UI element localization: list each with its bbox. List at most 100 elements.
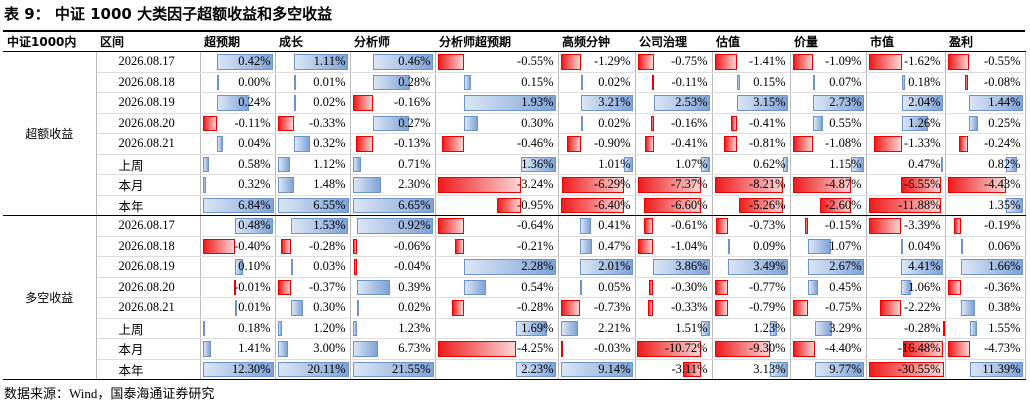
data-bar (648, 300, 653, 316)
cell-value: -30.55% (897, 361, 941, 376)
cell-value: 3.49% (753, 259, 786, 274)
period-cell: 本月 (96, 174, 201, 196)
period-cell: 本年 (96, 359, 201, 380)
value-cell: -10.72% (635, 338, 713, 360)
value-cell: 0.00% (200, 72, 276, 93)
value-cell: 0.03% (275, 256, 351, 278)
value-cell: -0.21% (435, 236, 559, 257)
value-cell: 3.86% (635, 256, 713, 278)
data-bar (813, 115, 824, 131)
cell-value: 1.53% (313, 218, 346, 233)
cell-value: 1.01% (598, 156, 631, 171)
value-cell: 0.45% (790, 277, 867, 298)
value-cell: -6.55% (866, 174, 946, 196)
table-row: 本月 1.41% 3.00% 6.73% -4.25% -0.03% -10.72% -9.3… (3, 338, 1026, 360)
data-bar (813, 74, 816, 90)
value-cell: 2.21% (558, 318, 636, 339)
data-bar (644, 197, 702, 213)
data-bar (714, 341, 770, 357)
value-cell: 1.36% (435, 154, 559, 175)
cell-value: 0.45% (829, 279, 862, 294)
cell-value: 1.66% (988, 259, 1021, 274)
cell-value: -1.62% (904, 54, 941, 69)
value-cell: -0.08% (945, 72, 1026, 93)
cell-value: 0.32% (313, 136, 346, 151)
value-cell: -0.41% (635, 133, 713, 155)
cell-value: 1.44% (988, 95, 1021, 110)
data-bar (515, 320, 547, 336)
data-bar (352, 197, 434, 213)
data-bar (217, 74, 220, 90)
cell-value: 12.30% (231, 361, 271, 376)
header-cell: 高频分钟 (558, 30, 635, 52)
data-bar (202, 115, 218, 131)
data-bar (947, 279, 962, 295)
value-cell: 6.55% (275, 195, 351, 216)
value-cell: -0.46% (435, 133, 559, 155)
value-cell: -6.40% (558, 195, 636, 216)
value-cell: 0.71% (350, 154, 436, 175)
cell-value: 1.51% (675, 320, 708, 335)
cell-value: 0.10% (238, 259, 271, 274)
period-cell: 上周 (96, 154, 201, 175)
value-cell: 1.93% (435, 92, 559, 114)
cell-value: -16.48% (897, 341, 941, 356)
value-cell: -0.37% (275, 277, 351, 298)
data-bar (868, 54, 902, 70)
cell-value: 9.77% (829, 361, 862, 376)
value-cell: 0.02% (275, 92, 351, 114)
data-bar (792, 136, 814, 152)
cell-value: -6.55% (904, 177, 941, 192)
cell-value: -0.40% (234, 238, 271, 253)
value-cell: -0.11% (635, 72, 713, 93)
value-cell: -4.73% (945, 338, 1026, 360)
cell-value: 1.20% (313, 320, 346, 335)
data-bar (805, 218, 809, 234)
data-bar (808, 259, 865, 275)
value-cell: -1.09% (790, 51, 867, 73)
cell-value: 0.09% (753, 238, 786, 253)
value-cell: 1.26% (866, 113, 946, 134)
value-cell: 1.44% (945, 92, 1026, 114)
data-bar (792, 177, 851, 193)
data-bar (217, 136, 223, 152)
cell-value: 21.55% (391, 361, 431, 376)
table-row: 2026.08.18 -0.40% -0.28% -0.06% -0.21% 0.47% -… (3, 236, 1026, 257)
value-cell: -0.79% (712, 297, 791, 319)
cell-value: -0.28% (517, 300, 554, 315)
data-bar (814, 361, 865, 377)
value-cell: 21.55% (350, 359, 436, 380)
data-bar (217, 54, 274, 70)
data-bar (217, 95, 250, 111)
data-bar (293, 95, 296, 111)
cell-value: 1.11% (313, 54, 346, 69)
data-bar (652, 259, 711, 275)
value-cell: 0.55% (790, 113, 867, 134)
data-bar (352, 156, 362, 172)
cell-value: -0.95% (517, 197, 554, 212)
data-bar (901, 238, 904, 254)
cell-value: -0.61% (671, 218, 708, 233)
data-bar (850, 156, 865, 172)
data-bar (969, 361, 1024, 377)
data-bar (868, 361, 944, 377)
cell-value: 0.04% (238, 136, 271, 151)
data-bar (437, 177, 522, 193)
cell-value: 0.15% (521, 74, 554, 89)
cell-value: -6.29% (594, 177, 631, 192)
data-bar (682, 361, 702, 377)
value-cell: 0.15% (435, 72, 559, 93)
value-cell: 0.04% (200, 133, 276, 155)
value-cell: -7.37% (635, 174, 713, 196)
value-cell: -0.28% (866, 318, 946, 339)
value-cell: -1.41% (712, 51, 791, 73)
cell-value: 1.07% (675, 156, 708, 171)
cell-value: 1.23% (753, 320, 786, 335)
value-cell: 1.01% (558, 154, 636, 175)
cell-value: -4.40% (825, 341, 862, 356)
data-bar (637, 238, 653, 254)
data-bar (373, 74, 410, 90)
value-cell: 2.73% (790, 92, 867, 114)
data-bar (961, 238, 964, 254)
